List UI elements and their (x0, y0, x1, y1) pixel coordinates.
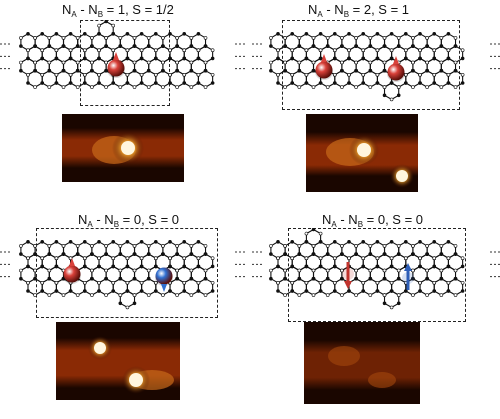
stm-image (306, 114, 418, 192)
graphene-lattice (252, 228, 500, 310)
unit-cell-box (36, 228, 218, 318)
unit-cell-box (288, 228, 466, 322)
unit-cell-box (80, 20, 170, 106)
graphene-lattice (0, 20, 245, 89)
graphene-lattice (0, 240, 245, 310)
panel-title: NA - NB = 0, S = 0 (78, 212, 180, 229)
stm-image (56, 322, 180, 400)
stm-image (62, 114, 184, 182)
stm-image (304, 322, 420, 404)
unit-cell-box (282, 20, 460, 110)
panel-title: NA - NB = 2, S = 1 (308, 2, 410, 19)
panel-title: NA - NB = 0, S = 0 (322, 212, 424, 229)
panel-title: NA - NB = 1, S = 1/2 (62, 2, 174, 19)
graphene-lattice (252, 32, 500, 102)
